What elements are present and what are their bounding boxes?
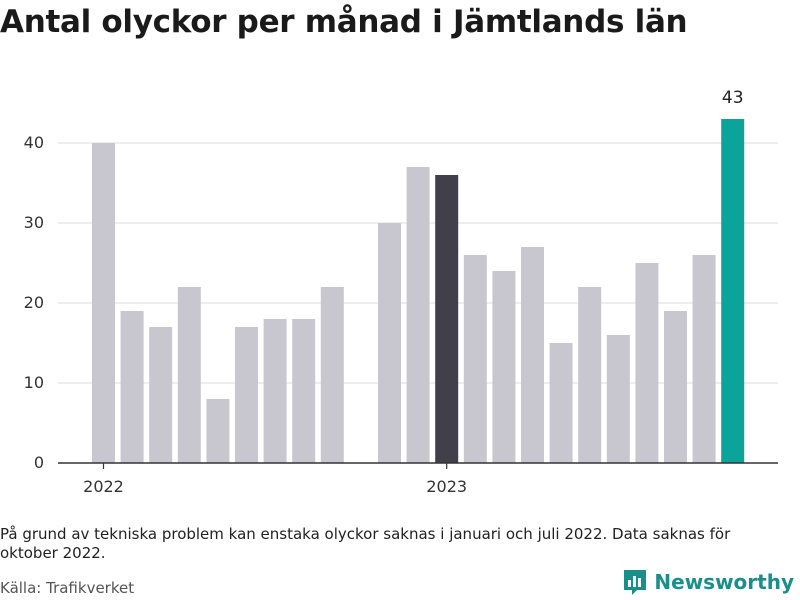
bar	[578, 287, 602, 463]
bar	[463, 255, 487, 463]
bar	[177, 287, 201, 463]
x-tick-label: 2022	[83, 477, 124, 496]
bar	[635, 263, 659, 463]
bars	[92, 119, 745, 463]
bar	[521, 247, 544, 463]
bar	[320, 287, 344, 463]
x-axis: 2022 2023	[58, 462, 778, 496]
brand-name: Newsworthy	[654, 570, 794, 594]
bar	[606, 335, 630, 463]
chart-title: Antal olyckor per månad i Jämtlands län	[0, 4, 688, 40]
bar	[435, 175, 459, 463]
y-tick-label: 0	[34, 453, 44, 472]
y-tick-label: 20	[24, 293, 44, 312]
data-labels: 43	[722, 88, 744, 108]
newsworthy-logo[interactable]: Newsworthy	[622, 568, 794, 596]
bar	[664, 311, 687, 463]
bar	[120, 311, 144, 463]
x-tick-label: 2023	[426, 477, 467, 496]
bar	[549, 343, 573, 463]
bar	[692, 255, 716, 463]
bar	[492, 271, 516, 463]
bar	[235, 327, 258, 463]
source-text: Källa: Trafikverket	[0, 579, 135, 597]
bar	[292, 319, 316, 463]
footnote: På grund av tekniska problem kan enstaka…	[0, 525, 731, 562]
bar	[378, 223, 401, 463]
y-tick-label: 30	[24, 213, 44, 232]
bar	[721, 119, 745, 463]
bar	[92, 143, 115, 463]
data-label: 43	[722, 88, 744, 108]
bar	[406, 167, 430, 463]
bar	[206, 399, 230, 463]
newsworthy-icon	[624, 570, 647, 595]
bar	[263, 319, 287, 463]
bar-chart: 0 10 20 30 40 2022 2023 43	[24, 88, 778, 496]
bar	[149, 327, 173, 463]
y-tick-label: 10	[24, 373, 44, 392]
y-axis-ticks: 0 10 20 30 40	[24, 133, 44, 472]
y-tick-label: 40	[24, 133, 44, 152]
